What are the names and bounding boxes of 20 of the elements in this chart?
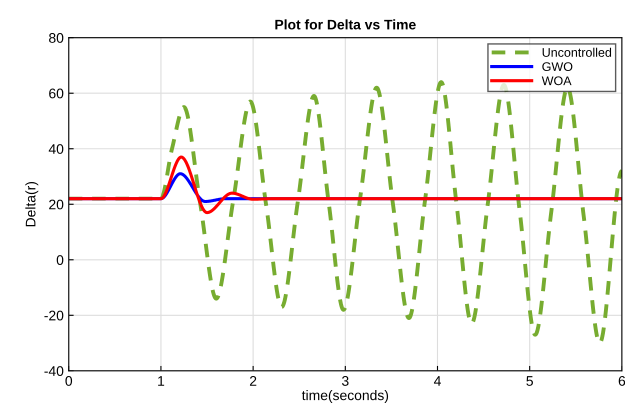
legend-label: WOA bbox=[542, 76, 572, 86]
y-tick-label: 20 bbox=[49, 200, 64, 210]
x-tick-label: 2 bbox=[250, 376, 256, 386]
y-tick-label: 80 bbox=[49, 33, 64, 43]
x-axis-title: time(seconds) bbox=[302, 390, 388, 403]
legend-label: Uncontrolled bbox=[542, 48, 612, 57]
x-tick-label: 6 bbox=[618, 376, 625, 386]
y-tick-label: 40 bbox=[48, 144, 64, 154]
y-tick-label: -40 bbox=[44, 366, 64, 376]
y-axis-title: Delta(r) bbox=[25, 182, 38, 226]
x-tick-label: 0 bbox=[65, 376, 72, 386]
x-tick-label: 1 bbox=[158, 376, 164, 386]
x-tick-label: 5 bbox=[526, 376, 533, 386]
x-tick-label: 4 bbox=[434, 376, 441, 386]
y-tick-label: 0 bbox=[56, 255, 64, 265]
x-tick-label: 3 bbox=[342, 376, 349, 386]
y-tick-label: 60 bbox=[49, 88, 64, 98]
chart-title: Plot for Delta vs Time bbox=[275, 19, 416, 30]
legend-label: GWO bbox=[542, 62, 572, 72]
y-tick-label: -20 bbox=[44, 310, 64, 320]
